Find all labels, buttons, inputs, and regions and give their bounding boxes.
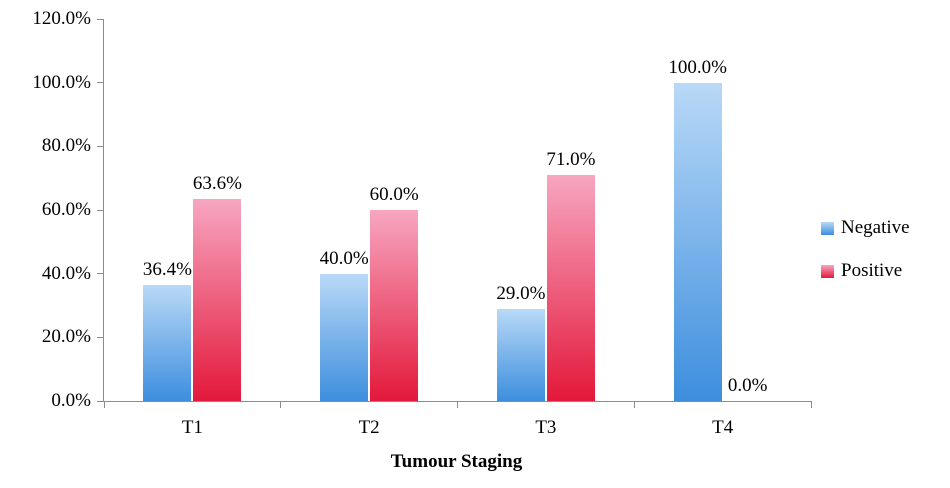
x-tick-mark	[103, 401, 105, 408]
value-label: 100.0%	[668, 56, 727, 78]
y-tick-mark	[97, 18, 104, 20]
x-category-label: T3	[535, 417, 557, 438]
value-label: 29.0%	[496, 282, 546, 304]
legend-label: Negative	[841, 217, 910, 238]
bar-negative-t2	[320, 273, 369, 401]
legend-item-positive: Positive	[821, 260, 910, 282]
x-axis-title: Tumour Staging	[390, 451, 523, 472]
y-axis-tick-label: 20.0%	[41, 326, 91, 348]
x-tick-mark	[810, 401, 812, 408]
y-axis-tick-label: 100.0%	[32, 71, 91, 93]
x-tick-mark	[633, 401, 635, 408]
bar-negative-t1	[143, 285, 192, 401]
value-label: 40.0%	[319, 247, 369, 269]
bar-positive-t1	[193, 198, 242, 401]
y-axis-tick-label: 0.0%	[51, 390, 91, 411]
y-tick-mark	[97, 336, 104, 338]
plot-area: 0.0% 20.0% 40.0% 60.0% 80.0% 100.0% 120.0% T1 36…	[32, 8, 812, 438]
bar-negative-t3	[496, 308, 545, 401]
x-tick-mark	[457, 401, 458, 408]
value-label: 0.0%	[727, 375, 768, 396]
y-axis-tick-label: 80.0%	[41, 135, 91, 157]
bar-positive-t2	[370, 210, 419, 401]
value-label: 71.0%	[546, 148, 596, 170]
y-tick-mark	[97, 273, 104, 275]
bar-negative-t4	[673, 82, 722, 401]
value-label: 63.6%	[192, 172, 242, 194]
y-tick-mark	[97, 209, 104, 211]
bar-positive-t3	[546, 174, 595, 401]
legend-item-negative: Negative	[821, 217, 910, 239]
x-tick-mark	[280, 401, 282, 408]
y-axis-tick-label: 60.0%	[41, 199, 91, 220]
x-category-label: T2	[358, 417, 380, 438]
y-axis-tick-label: 40.0%	[41, 262, 91, 284]
y-tick-mark	[97, 82, 104, 84]
legend-swatch-negative-icon	[821, 221, 834, 235]
x-category-label: T4	[712, 417, 734, 438]
legend-label: Positive	[841, 260, 903, 281]
value-label: 36.4%	[142, 259, 192, 281]
legend: Negative Positive	[821, 217, 910, 282]
y-tick-mark	[97, 400, 104, 402]
x-category-label: T1	[181, 417, 203, 438]
legend-swatch-positive-icon	[821, 264, 834, 278]
y-axis-tick-label: 120.0%	[32, 8, 91, 29]
y-tick-mark	[97, 145, 104, 147]
value-label: 60.0%	[369, 184, 419, 205]
